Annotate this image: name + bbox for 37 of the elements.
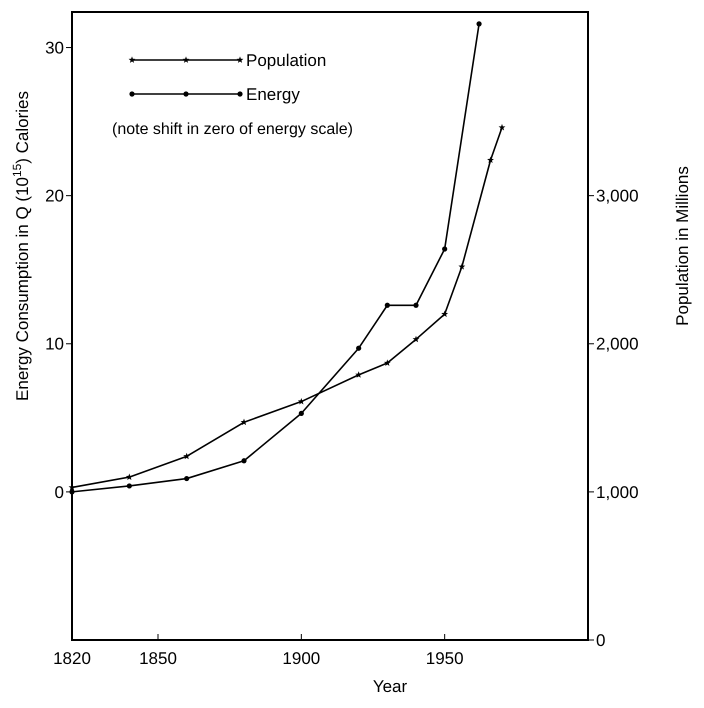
point: [240, 418, 248, 426]
y2-axis-title: Population in Millions: [673, 166, 692, 326]
point: [355, 371, 362, 378]
x-tick-label: 1820: [53, 649, 91, 668]
legend-label: Population: [246, 50, 326, 70]
point: [412, 336, 420, 342]
y2-tick-label: 3,000: [596, 186, 639, 206]
point: [384, 359, 391, 366]
point: [487, 156, 494, 164]
y2-tick-label: 0: [596, 630, 606, 650]
point: [458, 263, 466, 270]
point: [126, 483, 132, 489]
point: [442, 246, 448, 252]
y2-tick-label: 2,000: [596, 334, 639, 354]
point: [184, 476, 190, 482]
y-tick-label: 30: [45, 38, 64, 58]
annotation: (note shift in zero of energy scale): [112, 121, 354, 138]
x-tick-label: 1900: [282, 649, 320, 668]
point: [441, 310, 448, 318]
point: [298, 398, 305, 404]
point: [476, 21, 482, 26]
point: [241, 458, 247, 464]
point: [356, 346, 362, 351]
point: [413, 302, 419, 308]
y-tick-label: 20: [45, 186, 64, 206]
x-axis-title: Year: [372, 677, 408, 696]
point: [384, 302, 390, 308]
x-tick-label: 1850: [139, 649, 177, 668]
point: [498, 124, 506, 130]
point: [298, 410, 304, 416]
y-tick-label: 10: [45, 334, 64, 354]
point: [69, 489, 75, 494]
x-tick-label: 1950: [426, 649, 464, 668]
y-tick-label: 0: [54, 482, 64, 502]
point: [183, 452, 190, 460]
y2-tick-label: 1,000: [596, 482, 639, 502]
legend-label: Energy: [246, 84, 300, 104]
